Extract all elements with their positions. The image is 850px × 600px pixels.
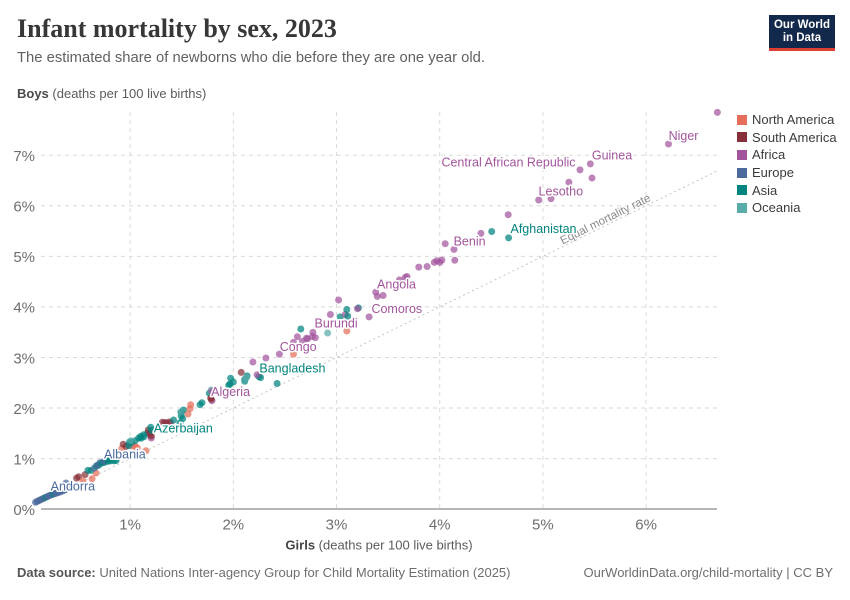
svg-text:0%: 0%: [13, 502, 35, 519]
svg-text:Algeria: Algeria: [211, 385, 250, 399]
svg-text:5%: 5%: [532, 516, 554, 533]
svg-text:5%: 5%: [13, 249, 35, 266]
svg-text:7%: 7%: [13, 148, 35, 165]
svg-text:3%: 3%: [326, 516, 348, 533]
svg-text:Andorra: Andorra: [51, 480, 96, 494]
svg-text:4%: 4%: [429, 516, 451, 533]
svg-text:Albania: Albania: [104, 448, 146, 462]
svg-text:4%: 4%: [13, 300, 35, 317]
svg-text:1%: 1%: [119, 516, 141, 533]
svg-text:Lesotho: Lesotho: [539, 185, 584, 199]
svg-text:Niger: Niger: [669, 129, 699, 143]
svg-text:Azerbaijan: Azerbaijan: [154, 422, 213, 436]
svg-text:Bangladesh: Bangladesh: [259, 362, 325, 376]
svg-text:6%: 6%: [635, 516, 657, 533]
svg-text:Central African Republic: Central African Republic: [441, 156, 575, 170]
svg-text:Benin: Benin: [454, 235, 486, 249]
svg-text:Burundi: Burundi: [315, 317, 358, 331]
svg-text:Comoros: Comoros: [371, 302, 422, 316]
svg-text:Angola: Angola: [377, 278, 416, 292]
svg-text:3%: 3%: [13, 350, 35, 367]
svg-text:Guinea: Guinea: [592, 149, 632, 163]
svg-text:1%: 1%: [13, 451, 35, 468]
svg-text:2%: 2%: [13, 401, 35, 418]
svg-text:Equal mortality rate: Equal mortality rate: [559, 192, 653, 247]
svg-text:Afghanistan: Afghanistan: [510, 222, 576, 236]
svg-text:Girls (deaths per 100 live bir: Girls (deaths per 100 live births): [285, 538, 472, 553]
svg-text:2%: 2%: [222, 516, 244, 533]
svg-text:Congo: Congo: [280, 340, 317, 354]
svg-text:6%: 6%: [13, 199, 35, 216]
